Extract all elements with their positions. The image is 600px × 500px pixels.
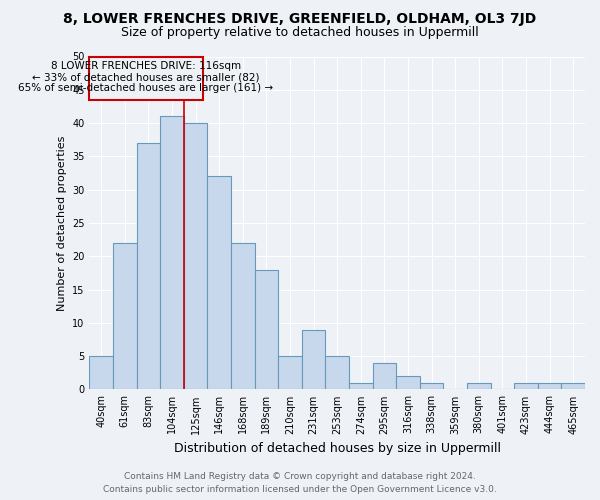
Bar [396, 376, 420, 390]
Y-axis label: Number of detached properties: Number of detached properties [56, 136, 67, 310]
Text: Size of property relative to detached houses in Uppermill: Size of property relative to detached ho… [121, 26, 479, 39]
X-axis label: Distribution of detached houses by size in Uppermill: Distribution of detached houses by size … [174, 442, 501, 455]
Text: 65% of semi-detached houses are larger (161) →: 65% of semi-detached houses are larger (… [19, 84, 274, 94]
Bar [325, 356, 349, 390]
Bar [208, 176, 231, 390]
Bar [562, 383, 585, 390]
Bar [467, 383, 491, 390]
Text: 8, LOWER FRENCHES DRIVE, GREENFIELD, OLDHAM, OL3 7JD: 8, LOWER FRENCHES DRIVE, GREENFIELD, OLD… [64, 12, 536, 26]
Bar [302, 330, 325, 390]
Bar [137, 143, 160, 390]
Bar [514, 383, 538, 390]
Bar [89, 356, 113, 390]
Bar [184, 123, 208, 390]
FancyBboxPatch shape [89, 56, 203, 100]
Bar [278, 356, 302, 390]
Bar [420, 383, 443, 390]
Bar [538, 383, 562, 390]
Bar [254, 270, 278, 390]
Bar [113, 243, 137, 390]
Text: 8 LOWER FRENCHES DRIVE: 116sqm: 8 LOWER FRENCHES DRIVE: 116sqm [51, 62, 241, 72]
Bar [349, 383, 373, 390]
Bar [231, 243, 254, 390]
Text: Contains HM Land Registry data © Crown copyright and database right 2024.
Contai: Contains HM Land Registry data © Crown c… [103, 472, 497, 494]
Text: ← 33% of detached houses are smaller (82): ← 33% of detached houses are smaller (82… [32, 72, 260, 82]
Bar [160, 116, 184, 390]
Bar [373, 363, 396, 390]
